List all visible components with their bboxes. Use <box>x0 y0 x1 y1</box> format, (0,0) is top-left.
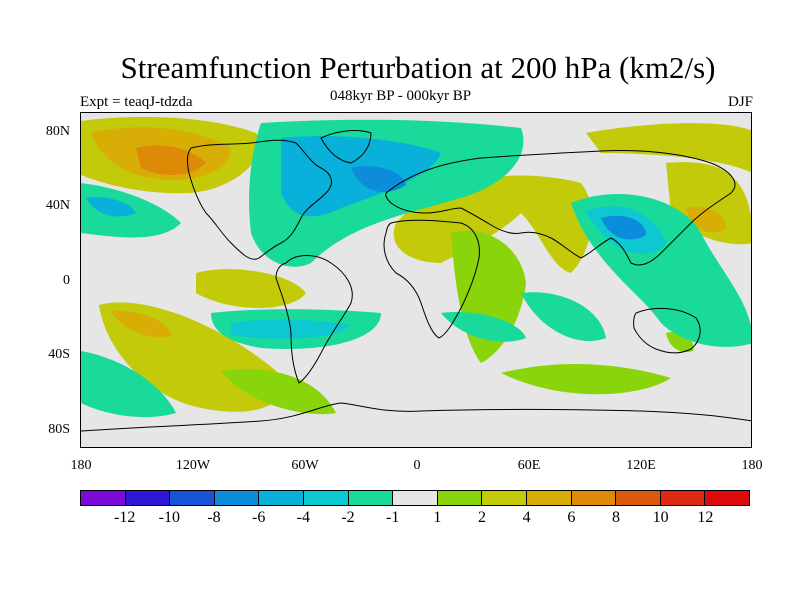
season-label: DJF <box>727 94 753 110</box>
lon-label-120w: 120W <box>175 458 211 473</box>
colorbar-swatch <box>170 491 215 505</box>
colorbar-tick-label: -8 <box>207 509 221 526</box>
coastline-greenland <box>320 130 372 164</box>
colorbar-tick-label: -6 <box>251 509 266 526</box>
colorbar-swatch <box>437 491 483 505</box>
colorbar-swatch <box>482 491 527 505</box>
contour-negative <box>441 312 526 342</box>
contour-positive <box>586 123 751 173</box>
map-plot-area <box>80 112 752 448</box>
contour-negative <box>351 166 406 192</box>
colorbar-tick-label: -1 <box>385 509 400 526</box>
colorbar-tick-label: -12 <box>113 509 136 526</box>
colorbar-tick-label: 8 <box>612 509 620 526</box>
experiment-label: Expt = teaqJ-tdzda <box>80 94 193 110</box>
colorbar-tick-label: 1 <box>433 509 442 526</box>
lon-label-60w: 60W <box>291 458 319 473</box>
lat-label-80s: 80S <box>48 422 70 437</box>
colorbar-tick-label: 12 <box>697 509 714 526</box>
contour-positive <box>501 363 671 395</box>
coastlines <box>81 130 751 432</box>
coastline-eurasia <box>385 150 736 266</box>
colorbar-tick-label: 10 <box>652 509 669 526</box>
coastline-north-america <box>186 139 332 260</box>
contour-positive <box>221 369 336 415</box>
coastline-africa <box>383 219 480 339</box>
colorbar-swatch <box>660 491 706 505</box>
colorbar-tick-label: 2 <box>478 509 486 526</box>
colorbar-tick-label: -4 <box>296 509 310 526</box>
colorbar-swatch <box>214 491 260 505</box>
colorbar-swatch <box>705 491 749 505</box>
lat-label-40s: 40S <box>48 347 70 362</box>
colorbar-swatch <box>81 491 126 505</box>
colorbar-tick-label: -10 <box>158 509 180 526</box>
colorbar-swatch <box>616 491 661 505</box>
lon-label-60e: 60E <box>517 458 541 473</box>
colorbar-tick-label: -2 <box>341 509 355 526</box>
colorbar-swatch <box>259 491 304 505</box>
colorbar-swatch <box>571 491 617 505</box>
colorbar-tick-label: 6 <box>567 509 576 526</box>
colorbar-swatch <box>125 491 171 505</box>
contour-positive <box>111 310 173 338</box>
colorbar-swatch <box>526 491 572 505</box>
lon-label-120e: 120E <box>626 458 656 473</box>
colorbar-tick-label: 4 <box>522 509 531 526</box>
lon-label-180w: 180 <box>70 458 92 473</box>
contour-negative <box>601 215 646 240</box>
colorbar-swatch <box>348 491 394 505</box>
contour-negative <box>81 351 176 418</box>
streamfunction-map <box>81 113 751 447</box>
lat-label-80n: 80N <box>45 124 70 139</box>
colorbar-swatch <box>393 491 438 505</box>
chart-subtitle: 048kyr BP - 000kyr BP <box>330 88 472 104</box>
colorbar <box>80 490 750 506</box>
colorbar-swatch <box>303 491 349 505</box>
contour-negative <box>521 292 606 341</box>
contour-positive <box>196 269 306 308</box>
coastline-antarctica <box>81 402 751 432</box>
lon-label-0: 0 <box>413 458 421 473</box>
coastline-south-america <box>275 255 353 384</box>
chart-title: Streamfunction Perturbation at 200 hPa (… <box>120 50 716 85</box>
coastline-australia <box>633 308 701 354</box>
lat-label-eq: 0 <box>63 273 70 288</box>
contour-negative <box>86 197 136 217</box>
lat-label-40n: 40N <box>45 198 70 213</box>
lon-label-180e: 180 <box>741 458 763 473</box>
